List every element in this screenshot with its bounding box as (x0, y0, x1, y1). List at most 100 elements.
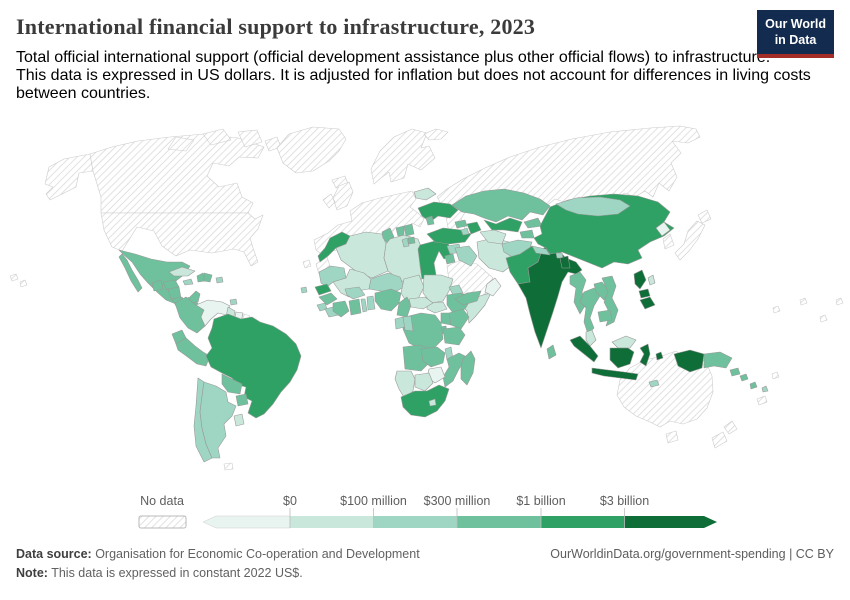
country-thailand[interactable] (579, 287, 601, 335)
country-oman[interactable] (484, 277, 502, 297)
country-tajikistan[interactable] (519, 229, 535, 239)
country-brazil[interactable] (205, 313, 302, 419)
country-armenia[interactable] (460, 227, 470, 236)
country-kenya[interactable] (448, 308, 470, 330)
country-mexico[interactable] (118, 249, 201, 306)
country-guatemala[interactable] (151, 279, 164, 292)
country-new-zealand[interactable] (711, 420, 738, 449)
country-dominican-republic[interactable] (203, 272, 213, 283)
country-uruguay[interactable] (233, 413, 245, 427)
country-alaska[interactable] (44, 153, 94, 201)
country-united-states[interactable] (100, 212, 264, 267)
country-algeria[interactable] (335, 231, 389, 279)
country-jordan[interactable] (444, 253, 456, 265)
legend-segment-1[interactable] (202, 515, 291, 529)
country-philippines[interactable] (633, 269, 656, 310)
country-cuba[interactable] (168, 266, 196, 277)
country-colombia[interactable] (174, 296, 206, 334)
country-tanzania[interactable] (442, 326, 466, 346)
country-south-korea[interactable] (662, 233, 675, 250)
country-arctic-islands[interactable] (167, 128, 282, 152)
country-peru[interactable] (175, 337, 211, 367)
country-madagascar[interactable] (460, 350, 476, 386)
country-congo[interactable] (402, 315, 414, 332)
country-mozambique[interactable] (442, 352, 468, 388)
country-bangladesh[interactable] (559, 255, 571, 269)
country-zambia[interactable] (420, 346, 446, 368)
country-serbia[interactable] (403, 223, 415, 237)
country-albania[interactable] (401, 237, 410, 248)
country-svalbard[interactable] (423, 128, 449, 141)
legend-segment-2[interactable] (290, 516, 374, 528)
legend-segment-3[interactable] (373, 516, 458, 528)
country-yemen[interactable] (454, 290, 482, 306)
country-cote-d-ivoire[interactable] (332, 300, 350, 318)
legend-segment-5[interactable] (541, 516, 625, 528)
owid-citation-link[interactable]: OurWorldinData.org/government-spending |… (550, 547, 834, 561)
country-british-isles[interactable] (322, 181, 354, 211)
country-vietnam[interactable] (601, 275, 619, 327)
country-timor-leste[interactable] (648, 379, 660, 388)
country-bolivia[interactable] (221, 373, 243, 395)
country-bosnia-and-herzegovina[interactable] (395, 225, 405, 237)
country-paraguay[interactable] (235, 393, 249, 407)
country-malaysia[interactable] (585, 329, 637, 349)
country-south-africa[interactable] (400, 384, 450, 418)
legend-segment-4[interactable] (457, 516, 541, 528)
legend-segment-6[interactable] (624, 516, 718, 528)
legend-no-data-swatch[interactable] (138, 515, 187, 529)
country-mongolia[interactable] (555, 196, 631, 217)
country-north-korea[interactable] (655, 221, 671, 237)
country-argentina[interactable] (199, 381, 237, 459)
country-puerto-rico[interactable] (215, 276, 224, 284)
country-pacific-islands[interactable] (772, 297, 844, 323)
country-dr-congo[interactable] (402, 312, 444, 350)
country-azerbaijan[interactable] (466, 221, 482, 235)
country-cambodia[interactable] (597, 309, 613, 323)
country-senegal[interactable] (314, 283, 332, 296)
country-vanuatu[interactable] (761, 385, 769, 393)
country-falkland-islands[interactable] (223, 462, 234, 471)
country-belarus[interactable] (413, 187, 437, 201)
country-benin[interactable] (366, 295, 376, 311)
country-papua-new-guinea[interactable] (703, 351, 741, 377)
country-turkmenistan[interactable] (479, 229, 507, 245)
country-lesotho[interactable] (428, 398, 437, 407)
country-south-sudan[interactable] (426, 301, 448, 314)
country-uganda[interactable] (440, 312, 452, 326)
country-ukraine[interactable] (417, 201, 459, 223)
country-fiji[interactable] (771, 371, 780, 380)
country-sri-lanka[interactable] (546, 344, 557, 360)
country-burkina-faso[interactable] (344, 286, 366, 300)
country-solomon-islands[interactable] (739, 373, 758, 390)
country-nepal[interactable] (531, 245, 551, 256)
country-venezuela[interactable] (195, 299, 231, 327)
country-niger[interactable] (368, 272, 405, 294)
country-greenland[interactable] (276, 126, 347, 174)
country-eritrea[interactable] (448, 284, 464, 296)
country-guinea[interactable] (318, 292, 338, 306)
country-japan[interactable] (674, 209, 712, 261)
country-jamaica[interactable] (182, 278, 194, 286)
country-scandinavia[interactable] (370, 128, 436, 185)
country-botswana[interactable] (414, 372, 434, 392)
country-turkey[interactable] (426, 227, 472, 245)
country-sudan[interactable] (422, 274, 454, 304)
country-togo[interactable] (360, 298, 368, 313)
country-north-macedonia[interactable] (407, 236, 416, 245)
country-cameroon[interactable] (396, 296, 412, 318)
country-cape-verde[interactable] (300, 286, 308, 294)
country-ghana[interactable] (348, 298, 362, 316)
country-indonesia[interactable] (569, 335, 705, 381)
country-trinidad-and-tobago[interactable] (229, 298, 238, 306)
country-taiwan[interactable] (647, 274, 656, 286)
country-central-african-republic[interactable] (408, 296, 434, 310)
country-moldova[interactable] (425, 215, 435, 226)
country-hawaii[interactable] (9, 273, 28, 288)
country-iraq[interactable] (454, 245, 478, 267)
country-morocco[interactable] (317, 231, 351, 263)
country-australia[interactable] (616, 350, 714, 444)
country-new-caledonia[interactable] (756, 395, 768, 406)
country-nigeria[interactable] (374, 288, 402, 312)
country-kazakhstan[interactable] (451, 188, 551, 223)
